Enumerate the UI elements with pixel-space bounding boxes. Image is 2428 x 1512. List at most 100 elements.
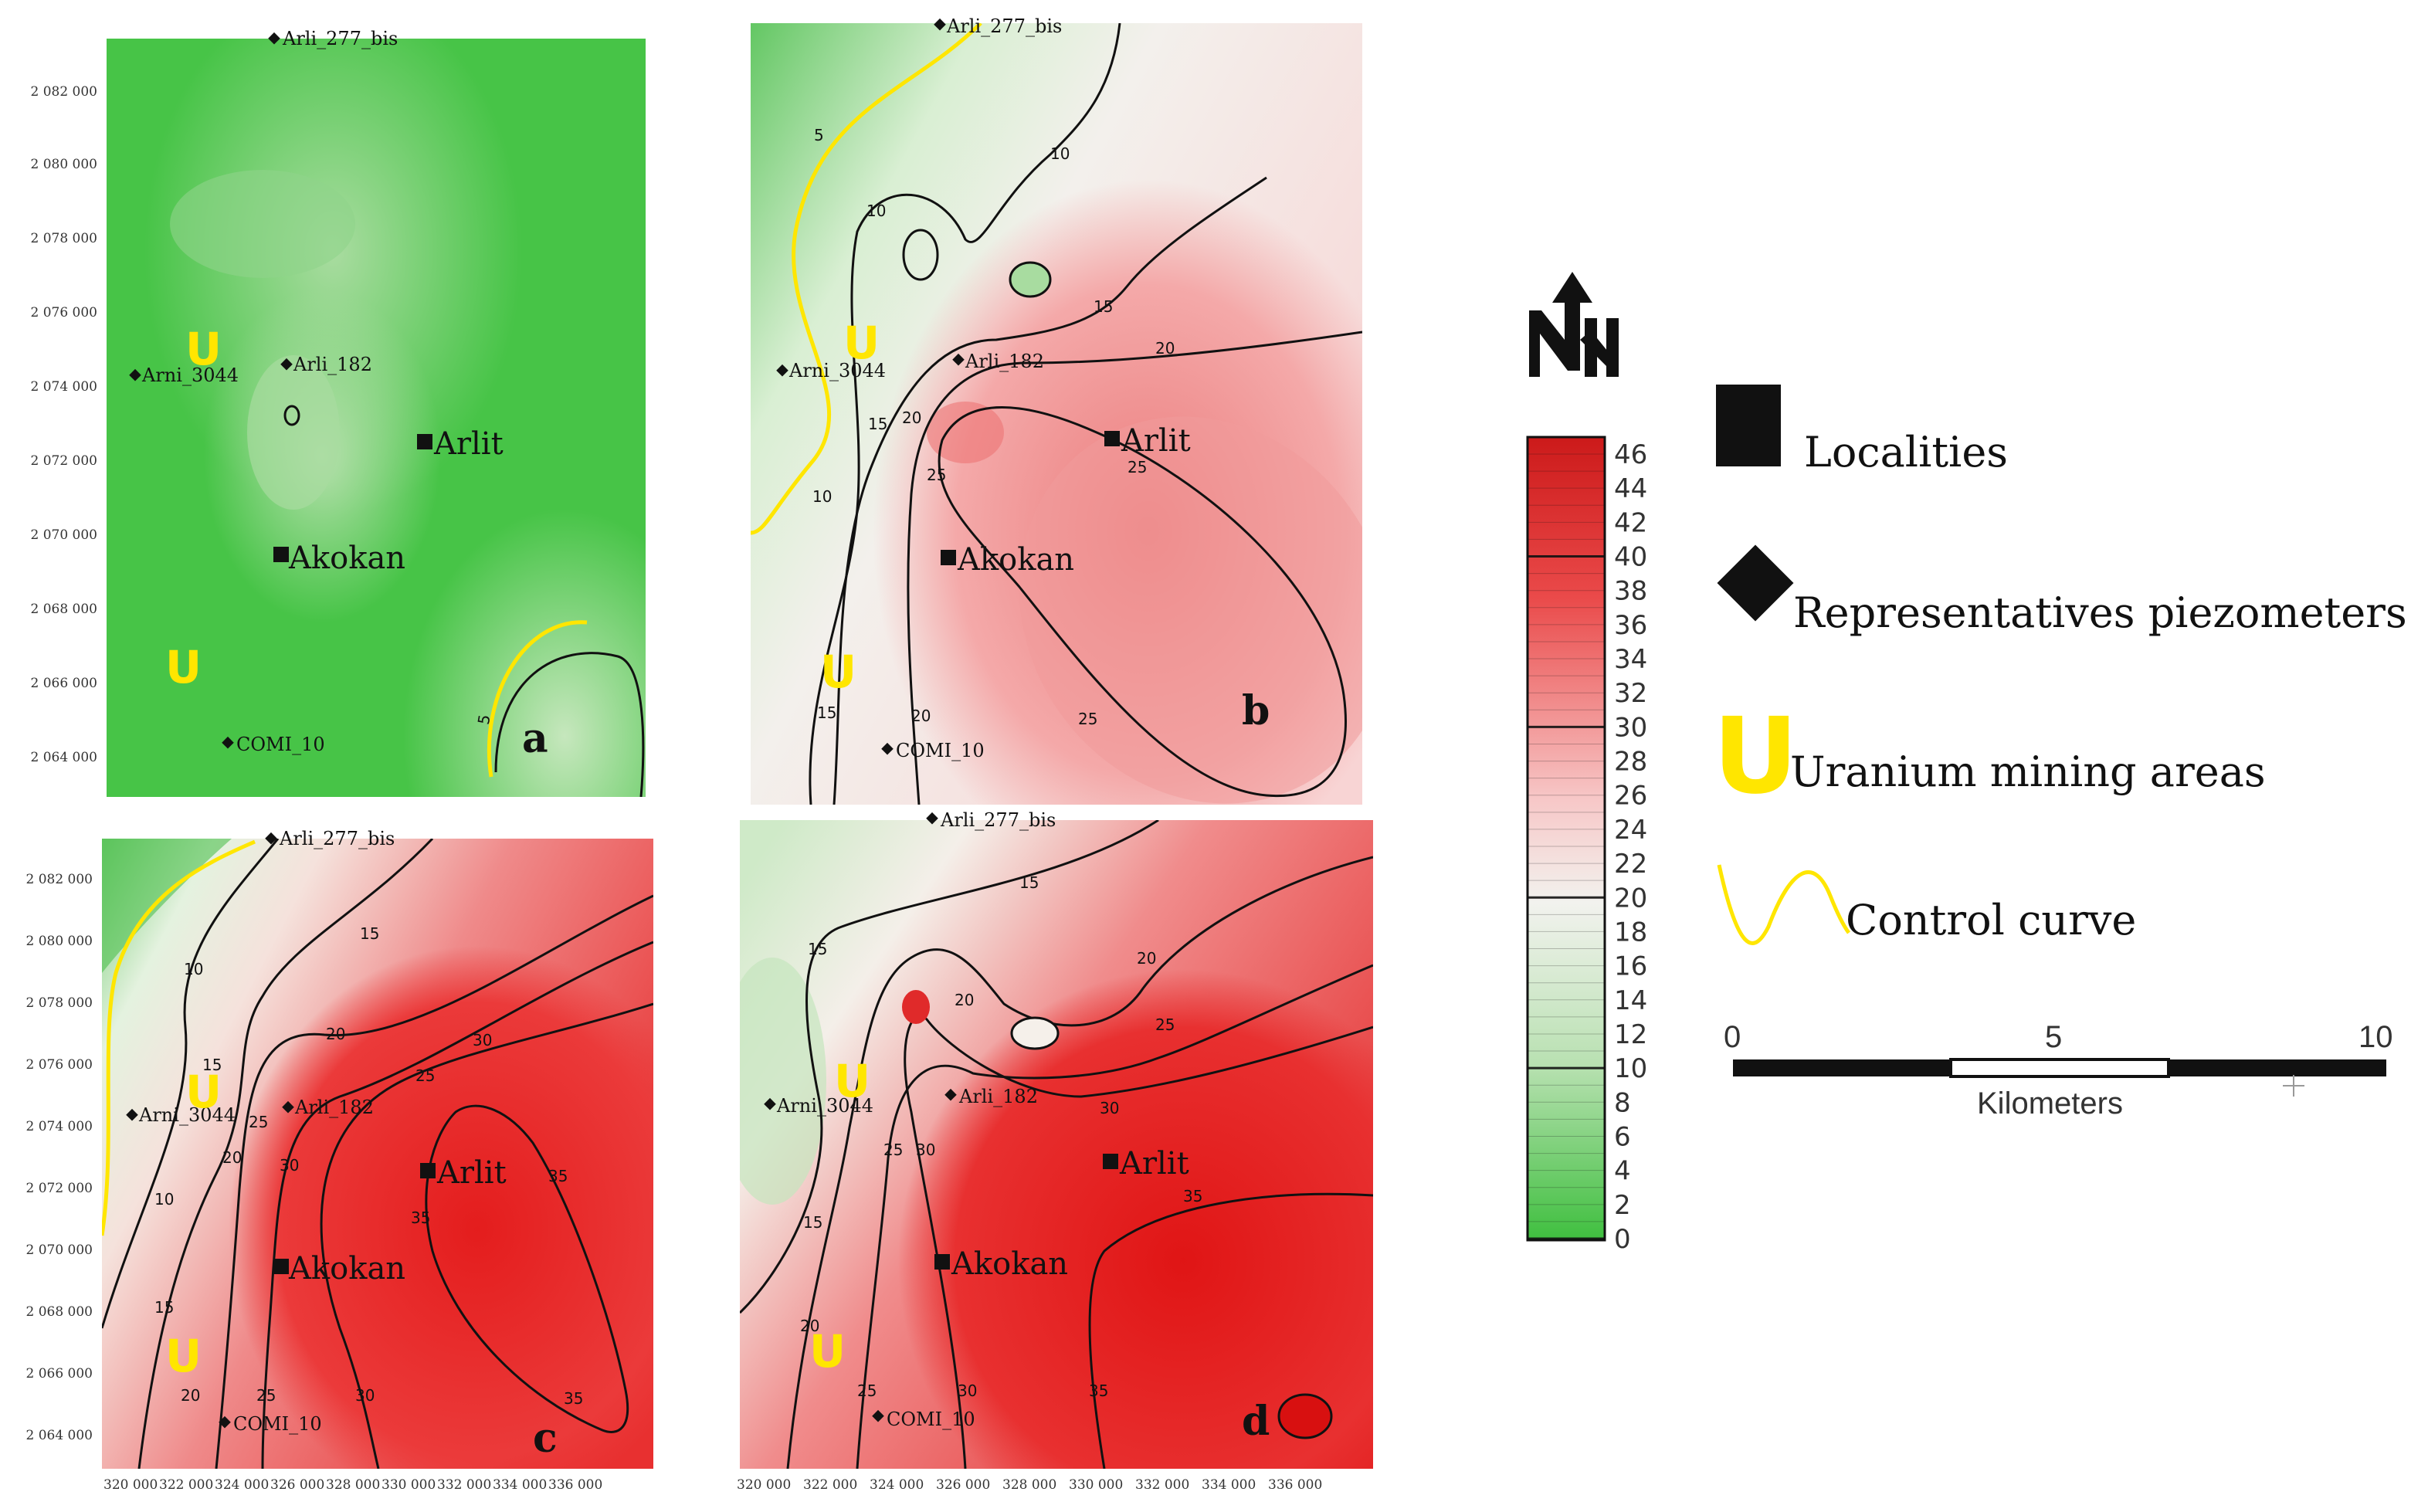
- colorbar-tick: 32: [1614, 678, 1647, 709]
- panel-c-x-axis: 320 000 322 000 324 000 326 000 328 000 …: [103, 1477, 602, 1493]
- colorbar-tick: 34: [1614, 644, 1647, 675]
- piezometer-label: Arli_277_bis: [282, 28, 398, 49]
- contour-line: [215, 894, 653, 1469]
- contour-line: [902, 229, 939, 281]
- colorbar-tick: 30: [1614, 712, 1647, 743]
- contour-label: 30: [280, 1156, 299, 1175]
- contour-line: [907, 331, 1362, 805]
- uranium-mining-area-icon: U: [834, 1055, 870, 1107]
- contour-label: 15: [202, 1056, 222, 1074]
- scale-segment: [1733, 1059, 1951, 1076]
- locality-square-icon: [941, 550, 956, 565]
- piezometer-diamond-icon: [129, 368, 141, 381]
- contour-label: 25: [883, 1141, 903, 1159]
- locality-square-icon: [1103, 1154, 1118, 1169]
- contour-line: [283, 405, 300, 426]
- contour-line: [137, 839, 434, 1469]
- contour-label: 15: [1019, 873, 1039, 892]
- control-curve: [102, 839, 256, 1236]
- piezometer-label: Arli_277_bis: [940, 809, 1056, 831]
- y-tick: 2 082 000: [30, 84, 97, 100]
- contour-label: 30: [355, 1386, 375, 1405]
- piezometer-label: COMI_10: [233, 1413, 322, 1435]
- contour-label: 15: [868, 415, 887, 433]
- x-tick: 320 000: [103, 1477, 158, 1493]
- panel-c-y-axis: 2 082 000 2 080 000 2 078 000 2 076 000 …: [25, 872, 93, 1443]
- contour-label: 35: [1089, 1381, 1108, 1400]
- panel-d-localities: Arlit Akokan: [934, 1146, 1189, 1282]
- colorbar-ticks: 4644424038363432302826242220181614121086…: [1614, 439, 1647, 1255]
- contour-label: 20: [1137, 949, 1156, 968]
- contour-label: 15: [808, 940, 827, 958]
- colorbar: 4644424038363432302826242220181614121086…: [1526, 436, 1647, 1255]
- contour-line: [938, 406, 1347, 798]
- uranium-mining-area-icon: U: [165, 641, 202, 693]
- contour-label: 35: [411, 1209, 430, 1227]
- panel-c: 10 10 15 15 15 20 20 20 25 25 25 30 30 3…: [25, 828, 653, 1493]
- piezometer-label: Arni_3044: [138, 1104, 236, 1126]
- panel-b-localities: Arlit Akokan: [941, 423, 1191, 578]
- piezometer-label: Arli_277_bis: [279, 828, 395, 849]
- contour-label: 25: [1155, 1015, 1175, 1034]
- y-tick: 2 074 000: [25, 1119, 93, 1134]
- colorbar-lines: [1528, 453, 1605, 1240]
- contour-label: 10: [184, 960, 203, 978]
- x-tick: 332 000: [437, 1477, 491, 1493]
- locality-label: Arlit: [1121, 423, 1191, 459]
- piezometer-label: Arli_277_bis: [946, 15, 1062, 37]
- piezometer-diamond-icon: [926, 812, 938, 825]
- y-tick: 2 074 000: [30, 379, 97, 395]
- contour-label: 10: [1050, 144, 1070, 163]
- x-tick: 324 000: [215, 1477, 269, 1493]
- panel-d-piezometers: Arli_277_bis Arni_3044 Arli_182 COMI_10: [764, 809, 1056, 1430]
- legend-localities-label: Localities: [1804, 428, 2008, 476]
- contour-line: [786, 856, 1373, 1469]
- panel-b-piezometers: Arli_277_bis Arni_3044 Arli_182 COMI_10: [776, 15, 1062, 761]
- y-tick: 2 066 000: [30, 676, 97, 691]
- colorbar-tick: 18: [1614, 917, 1647, 948]
- piezometer-diamond-icon: [776, 364, 788, 377]
- contour-label: 5: [474, 713, 494, 726]
- contour-label: 10: [866, 202, 886, 220]
- contour-label: 35: [564, 1389, 583, 1408]
- uranium-mining-area-icon: U: [165, 1330, 202, 1382]
- colorbar-tick: 46: [1614, 439, 1647, 470]
- colorbar-tick: 6: [1614, 1121, 1631, 1152]
- locality-square-icon: [417, 434, 432, 449]
- scale-segment: [2169, 1059, 2386, 1076]
- contour-label: 10: [154, 1190, 174, 1209]
- uranium-mining-area-icon: U: [809, 1325, 846, 1378]
- x-tick: 326 000: [936, 1477, 990, 1493]
- colorbar-tick: 40: [1614, 542, 1647, 573]
- y-tick: 2 068 000: [30, 602, 97, 617]
- locality-square-icon: [273, 547, 289, 562]
- panel-a-localities: Arlit Akokan: [273, 426, 504, 576]
- y-tick: 2 082 000: [25, 872, 93, 887]
- contour-line: [856, 964, 1373, 1469]
- plus-icon: [2283, 1075, 2304, 1097]
- colorbar-tick: 24: [1614, 815, 1647, 846]
- contour-label: 25: [1078, 710, 1097, 728]
- contour-label: 20: [326, 1025, 345, 1043]
- scale-segment: [1949, 1058, 2170, 1078]
- colorbar-gradient: [1526, 436, 1606, 1242]
- piezometer-label: Arni_3044: [788, 360, 886, 381]
- contour-label: 15: [154, 1298, 174, 1317]
- panel-c-localities: Arlit Akokan: [273, 1155, 507, 1287]
- x-tick: 324 000: [870, 1477, 924, 1493]
- colorbar-tick: 14: [1614, 985, 1647, 1016]
- contour-label: 15: [817, 703, 836, 722]
- legend-uranium-label: Uranium mining areas: [1790, 748, 2266, 796]
- panel-b: 5 10 10 10 15 15 15 20 20 20 25 25 25 Ar…: [751, 15, 1362, 805]
- piezometer-diamond-icon: [881, 742, 894, 755]
- scale-bar: 0 5 10 Kilometers: [1724, 1020, 2393, 1120]
- y-tick: 2 072 000: [25, 1181, 93, 1196]
- panel-d-x-axis: 320 000 322 000 324 000 326 000 328 000 …: [737, 1477, 1322, 1493]
- panel-c-piezometers: Arli_277_bis Arni_3044 Arli_182 COMI_10: [126, 828, 395, 1435]
- piezometer-label: Arli_182: [293, 354, 372, 375]
- contour-line: [1277, 1393, 1333, 1439]
- scale-label: 10: [2358, 1020, 2393, 1054]
- piezometer-label: Arli_182: [958, 1086, 1038, 1107]
- locality-square-icon: [934, 1254, 950, 1270]
- contour-label: 25: [415, 1066, 435, 1085]
